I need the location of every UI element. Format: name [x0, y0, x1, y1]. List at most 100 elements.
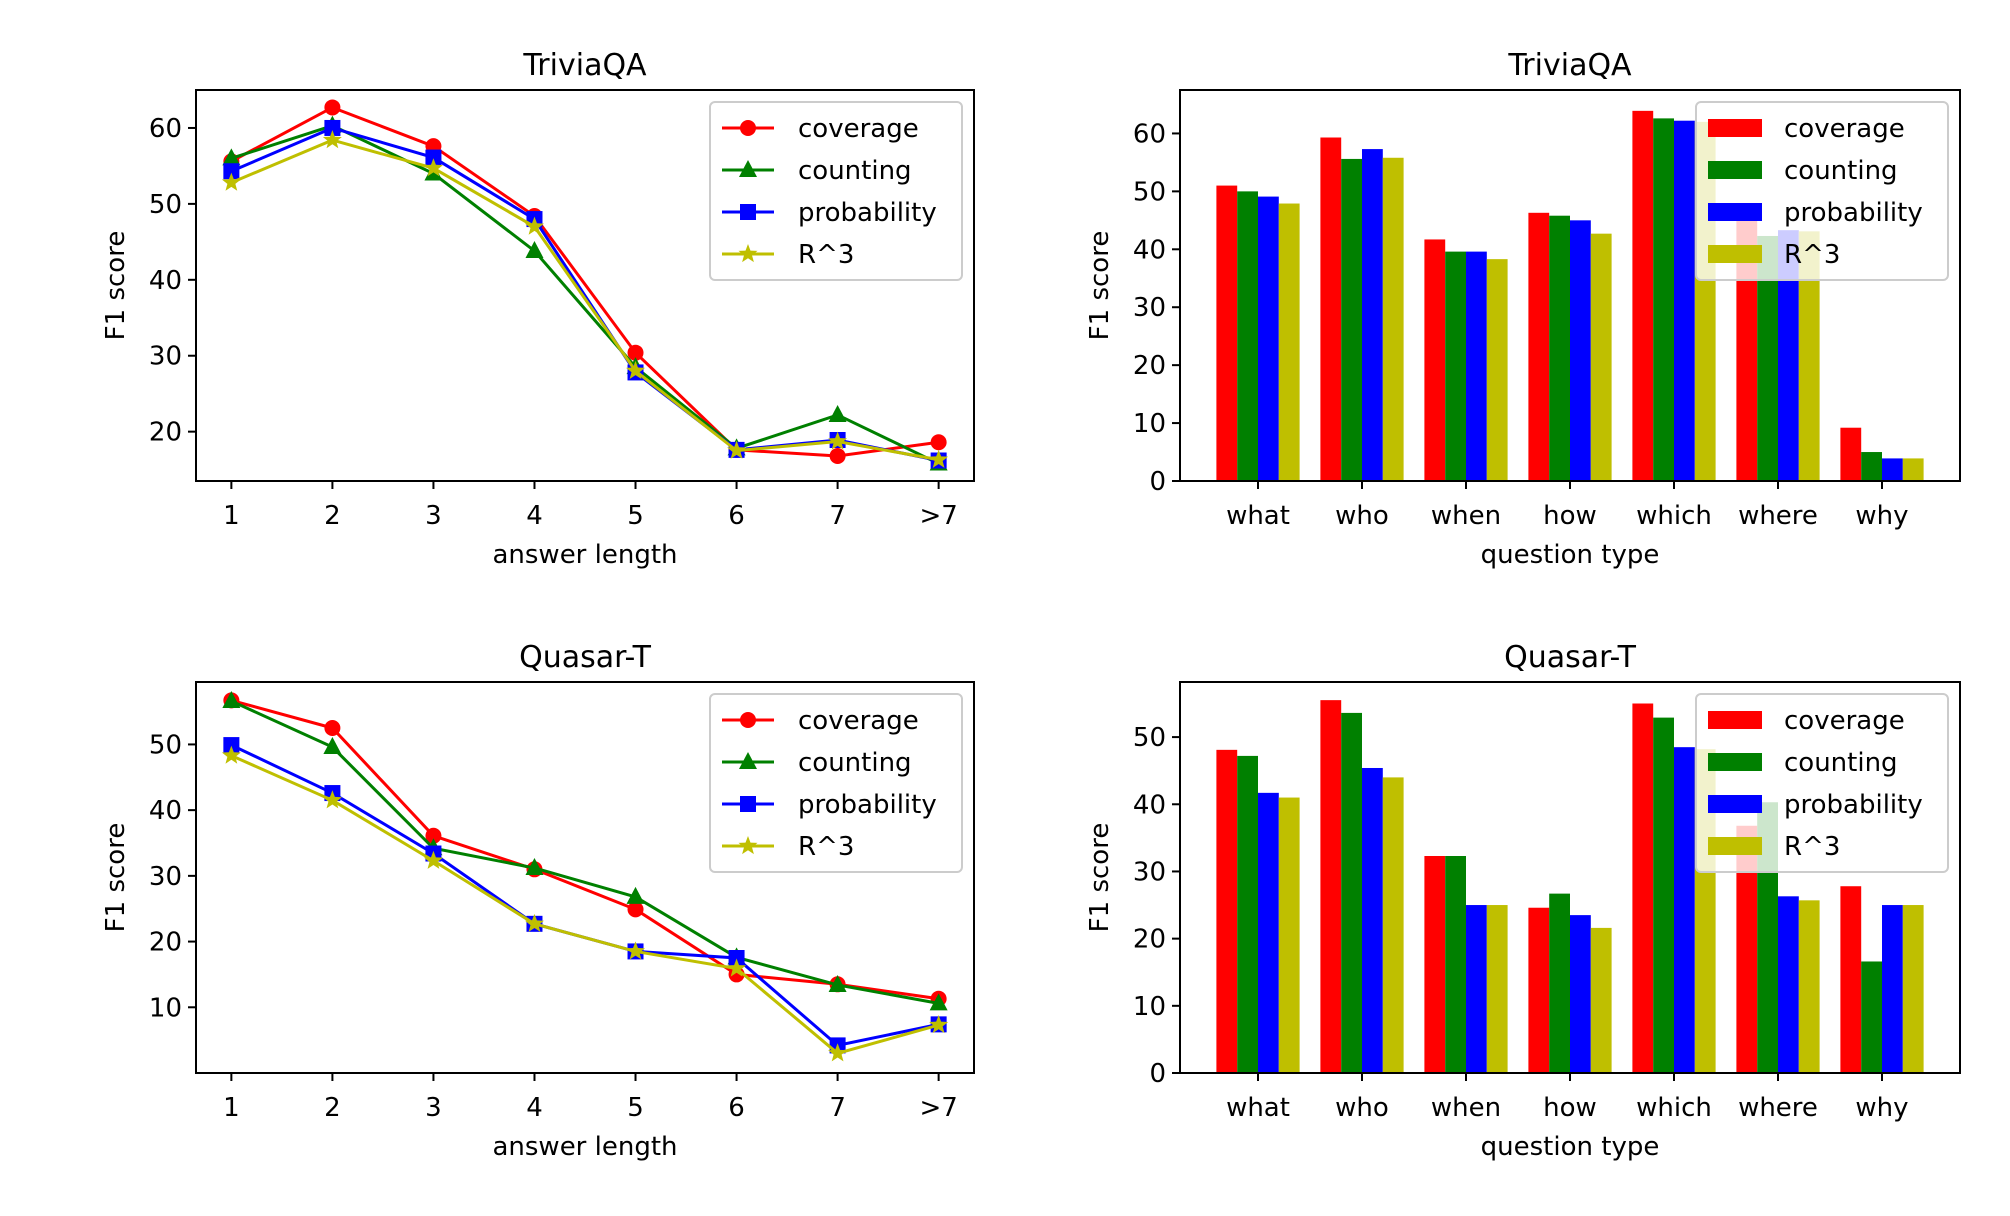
bar: [1341, 158, 1362, 481]
chart-title: TriviaQA: [522, 48, 647, 83]
legend-label: probability: [798, 790, 937, 820]
y-axis-label: F1 score: [1085, 231, 1115, 341]
legend-label: probability: [1784, 198, 1923, 228]
bar: [1570, 220, 1591, 481]
data-point: [524, 913, 544, 932]
series-line: [230, 105, 939, 458]
bar: [1778, 230, 1799, 481]
y-tick-label: 40: [1133, 235, 1166, 265]
bar: [1466, 905, 1487, 1073]
bar: [1382, 157, 1404, 481]
x-tick-label: 7: [829, 501, 846, 531]
data-point: [727, 958, 747, 977]
bar: [1382, 777, 1404, 1073]
bar: [1445, 856, 1466, 1073]
data-point: [525, 857, 544, 875]
y-axis-label: F1 score: [1085, 823, 1115, 933]
legend-label: coverage: [798, 706, 919, 736]
legend-box: [709, 101, 963, 281]
legend-box: [1695, 693, 1949, 873]
data-point: [525, 240, 544, 258]
legend-swatch: [1708, 245, 1762, 263]
legend: coverage counting probability R^3: [1695, 693, 1949, 873]
legend-marker: [738, 244, 758, 263]
y-tick-label: 40: [149, 796, 182, 826]
bar: [1798, 900, 1820, 1073]
bar: [1362, 767, 1383, 1073]
legend-swatch: [1708, 203, 1762, 221]
bar: [1674, 747, 1695, 1073]
data-point: [324, 99, 341, 116]
x-axis-label: question type: [1481, 540, 1660, 570]
y-tick-label: 20: [149, 418, 182, 448]
x-tick-label: >7: [919, 1093, 957, 1123]
legend-label: coverage: [798, 114, 919, 144]
bar: [1653, 717, 1674, 1073]
y-tick-label: 50: [149, 190, 182, 220]
data-point: [627, 901, 644, 918]
data-point: [222, 148, 241, 166]
data-point: [829, 447, 846, 464]
bar: [1674, 120, 1695, 481]
legend-swatch: [1708, 711, 1762, 729]
x-tick-label: >7: [919, 501, 957, 531]
data-point: [828, 1043, 848, 1062]
y-tick-label: 60: [1133, 119, 1166, 149]
legend-marker: [739, 160, 757, 177]
x-tick-label: who: [1335, 501, 1389, 531]
y-tick-label: 10: [1133, 992, 1166, 1022]
bar: [1902, 458, 1924, 481]
x-tick-label: why: [1855, 501, 1908, 531]
bar: [1861, 961, 1882, 1073]
bar: [1902, 905, 1924, 1073]
data-point: [221, 745, 241, 764]
bar: [1237, 755, 1258, 1073]
bar: [1882, 905, 1903, 1073]
x-tick-label: what: [1226, 1093, 1290, 1123]
legend: coverage counting probability R^3: [709, 101, 963, 281]
legend-label: coverage: [1784, 114, 1905, 144]
legend-marker: [740, 204, 756, 220]
series-R^3: [221, 745, 949, 1062]
data-point: [626, 941, 646, 960]
y-tick-label: 60: [149, 114, 182, 144]
x-tick-label: which: [1636, 501, 1712, 531]
bar: [1320, 700, 1342, 1073]
legend-box: [1695, 101, 1949, 281]
data-point: [423, 850, 443, 869]
legend: coverage counting probability R^3: [709, 693, 963, 873]
data-point: [728, 950, 745, 966]
bar: [1216, 749, 1238, 1073]
y-tick-label: 30: [1133, 857, 1166, 887]
y-tick-label: 30: [149, 342, 182, 372]
bar: [1840, 886, 1862, 1073]
series-counting: [1237, 118, 1882, 481]
x-tick-label: who: [1335, 1093, 1389, 1123]
legend-label: counting: [798, 156, 912, 186]
y-tick-label: 50: [149, 730, 182, 760]
x-tick-label: 4: [526, 1093, 543, 1123]
x-tick-label: when: [1431, 1093, 1501, 1123]
x-tick-label: 7: [829, 1093, 846, 1123]
legend-label: counting: [1784, 748, 1898, 778]
bar: [1216, 185, 1238, 481]
legend-marker: [740, 712, 756, 728]
data-point: [930, 434, 947, 451]
bar: [1528, 907, 1550, 1073]
bar: [1424, 856, 1446, 1073]
series-line: [230, 698, 939, 1001]
bar: [1278, 797, 1300, 1073]
bar: [1632, 110, 1654, 481]
bar: [1445, 251, 1466, 481]
data-point: [626, 886, 645, 904]
plot-frame: [195, 681, 975, 1074]
bar: [1486, 905, 1508, 1073]
y-axis-label: F1 score: [101, 231, 131, 341]
legend-label: R^3: [1784, 832, 1840, 862]
y-tick-label: 30: [149, 862, 182, 892]
chart-title: Quasar-T: [1504, 640, 1637, 675]
x-tick-label: how: [1543, 1093, 1597, 1123]
y-tick-label: 20: [1133, 925, 1166, 955]
